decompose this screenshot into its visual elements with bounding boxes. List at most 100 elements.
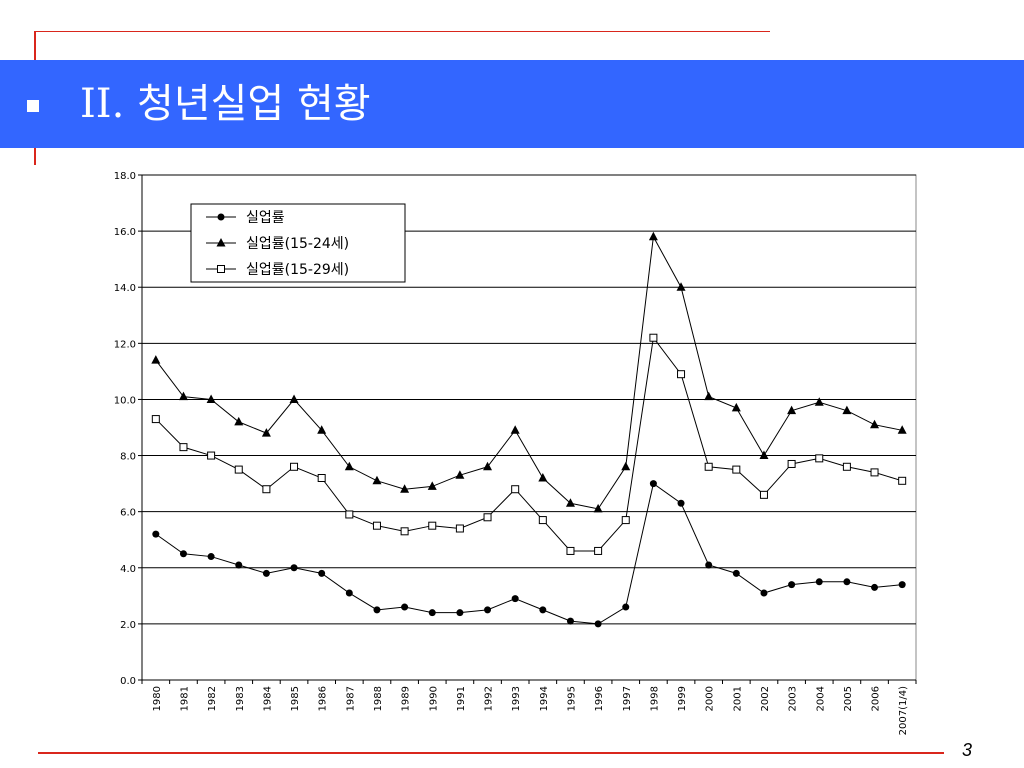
series-3-point (898, 476, 907, 485)
title-banner (0, 60, 1024, 148)
series-3-point (787, 459, 796, 468)
series-2-point (510, 425, 520, 434)
series-1-point (179, 550, 187, 558)
series-1-point (428, 609, 436, 617)
x-tick-label: 1996 (594, 686, 605, 711)
y-tick-label: 12.0 (114, 339, 136, 350)
x-tick-label: 2005 (843, 686, 854, 711)
x-tick-label: 1981 (179, 686, 190, 711)
slide-title: II. 청년실업 현황 (80, 81, 371, 127)
series-1-point (843, 578, 851, 586)
series-1-point (290, 564, 298, 572)
series-1-point (373, 606, 381, 614)
series-2-point (814, 397, 824, 406)
series-1-point (539, 606, 547, 614)
x-tick-label: 2000 (705, 686, 716, 711)
x-tick-label: 1989 (401, 686, 412, 711)
series-3-point (815, 454, 824, 463)
x-tick-label: 1998 (649, 686, 660, 711)
series-2-point (842, 405, 852, 415)
series-1-point (566, 617, 574, 625)
series-1-point (622, 603, 630, 611)
series-3-point (511, 485, 520, 494)
series-1-point (788, 581, 796, 589)
x-tick-label: 1991 (456, 686, 467, 711)
series-2-point (400, 484, 410, 493)
series-3-point (207, 451, 216, 460)
x-tick-label: 1980 (152, 686, 163, 711)
series-3-point (455, 524, 464, 533)
x-tick-label: 1988 (373, 686, 384, 711)
legend-label-3: 실업률(15-29세) (246, 262, 349, 278)
series-line-1 (155, 482, 903, 625)
series-1-point (732, 569, 740, 577)
series-2-point (621, 461, 631, 471)
x-tick-label: 1987 (345, 686, 356, 711)
x-tick-label: 1997 (622, 686, 633, 711)
series-3-point (732, 465, 741, 474)
series-2-point (731, 402, 741, 412)
series-2-point (759, 450, 769, 460)
x-tick-label: 2002 (760, 686, 771, 711)
x-tick-label: 1984 (262, 686, 273, 711)
x-tick-label: 1982 (207, 686, 218, 711)
series-line-3 (155, 336, 903, 552)
series-1-point (484, 606, 492, 614)
legend-label-1: 실업률 (246, 210, 285, 226)
bottom-accent-line (38, 752, 944, 754)
series-line-2 (155, 235, 903, 510)
y-tick-label: 2.0 (120, 620, 136, 631)
series-3-point (179, 443, 188, 452)
series-2-point (344, 461, 354, 471)
series-3-point (151, 415, 160, 424)
x-tick-label: 1985 (290, 686, 301, 711)
series-1-point (815, 578, 823, 586)
series-1-point (345, 589, 353, 597)
x-tick-label: 2006 (871, 686, 882, 711)
series-1-point (235, 561, 243, 569)
series-1-point (705, 561, 713, 569)
series-3-point (428, 521, 437, 530)
y-tick-label: 18.0 (114, 171, 136, 182)
square-bullet-icon (27, 100, 39, 112)
series-2-point (593, 503, 603, 513)
x-tick-label: 1986 (318, 686, 329, 711)
x-tick-label: 1999 (677, 686, 688, 711)
series-3-point (372, 521, 381, 530)
series-3-point (594, 546, 603, 555)
x-tick-label: 1995 (566, 686, 577, 711)
x-tick-label: 1993 (511, 686, 522, 711)
series-1-point (760, 589, 768, 597)
legend-marker-2 (216, 238, 226, 247)
series-2-point (151, 355, 161, 364)
x-tick-label: 2004 (815, 686, 826, 711)
series-1-point (871, 583, 879, 591)
series-1-point (511, 595, 519, 603)
legend-label-2: 실업률(15-24세) (246, 236, 349, 252)
series-3-point (621, 516, 630, 525)
series-3-point (842, 462, 851, 471)
y-tick-label: 16.0 (114, 227, 136, 238)
series-2-point (565, 498, 575, 507)
series-2-point (261, 428, 271, 437)
x-tick-label: 2003 (788, 686, 799, 711)
legend-marker-3 (217, 265, 225, 273)
x-tick-label: 2007(1/4) (898, 686, 909, 735)
series-1-point (456, 609, 464, 617)
x-tick-label: 2001 (732, 686, 743, 711)
series-3-point (290, 462, 299, 471)
series-2-point (870, 419, 880, 429)
series-2-point (538, 473, 548, 482)
series-1-point (207, 553, 215, 561)
series-3-point (677, 370, 686, 379)
x-tick-label: 1983 (235, 686, 246, 711)
series-2-point (317, 425, 327, 434)
series-3-point (262, 485, 271, 494)
series-2-point (704, 391, 714, 401)
y-tick-label: 10.0 (114, 395, 136, 406)
y-tick-label: 14.0 (114, 283, 136, 294)
series-3-point (870, 468, 879, 477)
x-tick-label: 1992 (484, 686, 495, 711)
y-tick-label: 0.0 (120, 676, 136, 687)
